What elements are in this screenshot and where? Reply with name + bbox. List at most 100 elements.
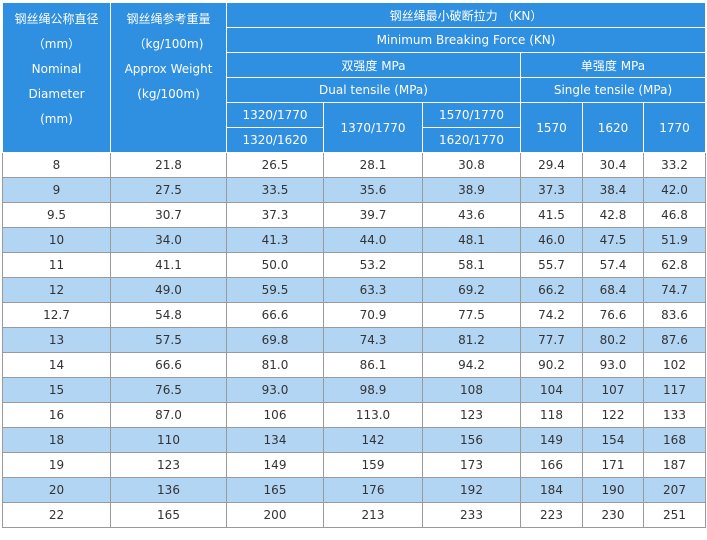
table-cell: 200 — [226, 502, 324, 528]
table-cell: 74.2 — [520, 302, 583, 328]
table-body: 8 21.8 26.5 28.1 30.8 29.4 30.4 33.2 9 27.5 33.5 35… — [2, 152, 707, 528]
table-cell: 11 — [2, 252, 111, 278]
table-cell: 74.7 — [642, 277, 707, 303]
table-row: 15 76.5 93.0 98.9 108 104 107 117 — [2, 377, 707, 403]
header-grade-1570-1770: 1570/1770 — [422, 102, 521, 128]
table-cell: 117 — [642, 377, 707, 403]
table-cell: 68.4 — [582, 277, 644, 303]
table-cell: 47.5 — [582, 227, 644, 253]
header-grade-1320-1770: 1320/1770 — [226, 102, 324, 128]
table-cell: 173 — [422, 452, 521, 478]
table-cell: 69.8 — [226, 327, 324, 353]
table-cell: 41.1 — [110, 252, 227, 278]
table-cell: 87.6 — [642, 327, 707, 353]
table-cell: 42.0 — [642, 177, 707, 203]
table-cell: 90.2 — [520, 352, 583, 378]
table-row: 14 66.6 81.0 86.1 94.2 90.2 93.0 102 — [2, 352, 707, 378]
table-row: 22 165 200 213 233 223 230 251 — [2, 502, 707, 528]
table-cell: 62.8 — [642, 252, 707, 278]
header-dual-tensile-zh: 双强度 MPa — [226, 52, 521, 78]
table-cell: 76.6 — [582, 302, 644, 328]
table-cell: 107 — [582, 377, 644, 403]
table-cell: 102 — [642, 352, 707, 378]
table-cell: 49.0 — [110, 277, 227, 303]
table-cell: 166 — [520, 452, 583, 478]
table-cell: 37.3 — [226, 202, 324, 228]
table-row: 8 21.8 26.5 28.1 30.8 29.4 30.4 33.2 — [2, 152, 707, 178]
table-cell: 192 — [422, 477, 521, 503]
table-cell: 30.8 — [422, 152, 521, 178]
table-cell: 55.7 — [520, 252, 583, 278]
table-row: 13 57.5 69.8 74.3 81.2 77.7 80.2 87.6 — [2, 327, 707, 353]
wire-rope-spec-table: 钢丝绳公称直径 （mm） Nominal Diameter (mm) 钢丝绳参考… — [2, 2, 707, 528]
table-row: 9 27.5 33.5 35.6 38.9 37.3 38.4 42.0 — [2, 177, 707, 203]
table-cell: 38.4 — [582, 177, 644, 203]
header-dual-tensile-en: Dual tensile (MPa) — [226, 77, 521, 103]
table-cell: 98.9 — [323, 377, 423, 403]
table-row: 20 136 165 176 192 184 190 207 — [2, 477, 707, 503]
header-diameter-line: Nominal Diameter — [28, 62, 85, 101]
table-cell: 10 — [2, 227, 111, 253]
table-cell: 41.5 — [520, 202, 583, 228]
table-cell: 168 — [642, 427, 707, 453]
header-single-tensile-en: Single tensile (MPa) — [519, 77, 707, 103]
header-breaking-force-zh: 钢丝绳最小破断拉力 （KN） — [225, 2, 707, 28]
table-cell: 12 — [2, 277, 111, 303]
table-cell: 93.0 — [226, 377, 324, 403]
header-weight-line: (kg/100m) — [137, 87, 200, 101]
table-cell: 171 — [582, 452, 644, 478]
table-cell: 251 — [642, 502, 707, 528]
header-breaking-force-en: Minimum Breaking Force (KN) — [225, 27, 707, 53]
table-cell: 81.2 — [422, 327, 521, 353]
header-weight-line: Approx Weight — [124, 62, 213, 76]
table-cell: 176 — [323, 477, 423, 503]
table-cell: 22 — [2, 502, 111, 528]
table-cell: 42.8 — [582, 202, 644, 228]
table-cell: 69.2 — [422, 277, 521, 303]
table-cell: 81.0 — [226, 352, 324, 378]
table-row: 10 34.0 41.3 44.0 48.1 46.0 47.5 51.9 — [2, 227, 707, 253]
table-cell: 16 — [2, 402, 111, 428]
table-cell: 149 — [226, 452, 324, 478]
table-cell: 59.5 — [226, 277, 324, 303]
table-cell: 34.0 — [110, 227, 227, 253]
table-cell: 76.5 — [110, 377, 227, 403]
table-cell: 223 — [520, 502, 583, 528]
table-cell: 233 — [422, 502, 521, 528]
table-cell: 14 — [2, 352, 111, 378]
table-row: 16 87.0 106 113.0 123 118 122 133 — [2, 402, 707, 428]
table-cell: 213 — [323, 502, 423, 528]
table-row: 12.7 54.8 66.6 70.9 77.5 74.2 76.6 83.6 — [2, 302, 707, 328]
header-weight-line: 钢丝绳参考重量 — [126, 12, 211, 26]
table-cell: 9 — [2, 177, 111, 203]
table-cell: 122 — [582, 402, 644, 428]
table-cell: 30.7 — [110, 202, 227, 228]
table-cell: 190 — [582, 477, 644, 503]
table-cell: 19 — [2, 452, 111, 478]
table-cell: 20 — [2, 477, 111, 503]
table-cell: 86.1 — [323, 352, 423, 378]
header-diameter-line: （mm） — [32, 37, 81, 51]
table-cell: 106 — [226, 402, 324, 428]
table-cell: 77.5 — [422, 302, 521, 328]
table-cell: 46.0 — [520, 227, 583, 253]
table-cell: 27.5 — [110, 177, 227, 203]
table-cell: 165 — [226, 477, 324, 503]
table-cell: 156 — [422, 427, 521, 453]
table-cell: 159 — [323, 452, 423, 478]
table-cell: 66.6 — [226, 302, 324, 328]
table-cell: 207 — [642, 477, 707, 503]
table-row: 18 110 134 142 156 149 154 168 — [2, 427, 707, 453]
table-cell: 133 — [642, 402, 707, 428]
table-cell: 46.8 — [642, 202, 707, 228]
header-grade-1570: 1570 — [520, 102, 583, 153]
header-grade-1320-1620: 1320/1620 — [226, 127, 324, 153]
table-cell: 134 — [226, 427, 324, 453]
table-cell: 118 — [520, 402, 583, 428]
table-cell: 63.3 — [323, 277, 423, 303]
table-cell: 29.4 — [520, 152, 583, 178]
header-grade-1370-1770: 1370/1770 — [323, 102, 423, 153]
table-cell: 15 — [2, 377, 111, 403]
table-cell: 66.6 — [110, 352, 227, 378]
table-cell: 77.7 — [520, 327, 583, 353]
